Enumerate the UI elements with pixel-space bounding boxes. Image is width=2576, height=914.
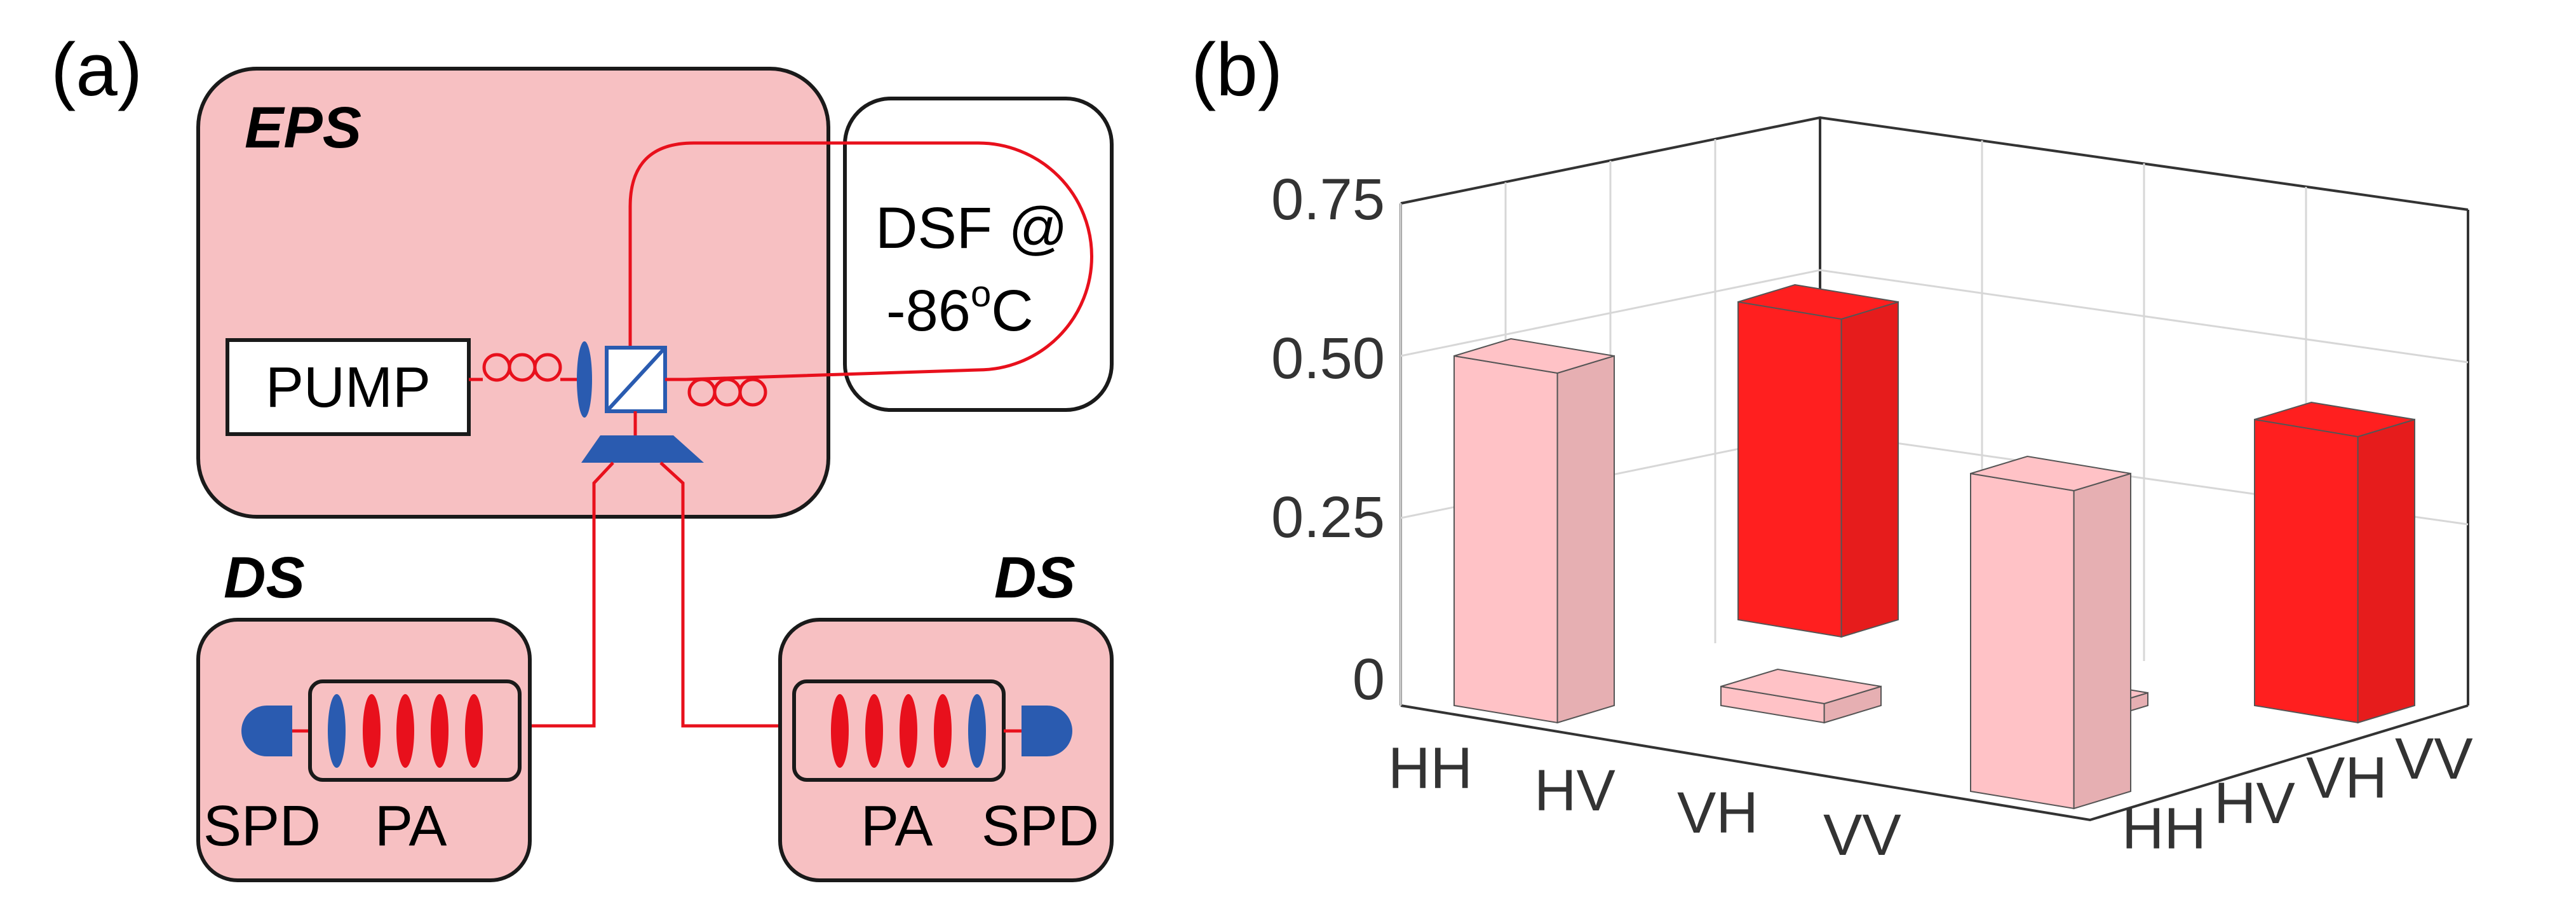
z-tick-label: 0.75 [1271,167,1385,232]
dsf-degree-sup: o [971,273,991,315]
ds-left: SPD PA [196,618,532,882]
pa-left-red-element [363,694,381,768]
bar-side-face [1556,355,1615,724]
x-tick-label: HV [1534,758,1615,823]
spd-left-icon [241,706,292,756]
y-tick-label: HH [2122,796,2206,861]
bar-top-face [2254,401,2415,438]
bars-layer [1453,283,2415,810]
spd-right-icon [1022,706,1072,756]
bar-side-face [2357,418,2415,724]
fiber-loop [628,141,1093,381]
ds-right: PA SPD [778,618,1114,882]
x-tick-label: VV [1823,803,1901,868]
beam-splitter-icon [605,346,667,413]
dsf-temp-value: -86 [886,278,971,343]
bar-HH-VV [1737,283,1899,638]
pa-right-red-element [934,694,952,768]
pa-left-red-element [396,694,414,768]
bar-top-face [1970,455,2131,492]
x-tick-label: HH [1388,736,1473,801]
z-tick-label: 0 [1352,647,1385,712]
bar-front-face [2254,418,2359,724]
dsf-label-line1: DSF @ [875,196,1068,261]
bar-top-face [1720,668,1882,705]
output-fiber-coil [687,378,767,407]
bar-HH-HH [1453,338,1615,724]
ds-left-label: DS [224,545,305,610]
y-axis: HH HV VH VV [2122,726,2473,861]
lens-icon [577,341,592,418]
y-tick-label: VV [2395,726,2473,791]
y-tick-label: VH [2306,746,2387,810]
dsf-box [843,97,1114,412]
pa-left-red-element [431,694,448,768]
pa-left-label: PA [375,795,447,858]
x-tick-label: VH [1677,781,1758,845]
pump-label: PUMP [266,356,431,419]
pa-right-red-element [900,694,917,768]
z-axis: 0.75 0.50 0.25 0 [1271,167,1385,712]
fiber-to-right-ds [659,461,794,728]
dsf-temp-unit: C [991,278,1033,343]
bar-VV-HH [1970,455,2131,810]
pa-right-blue-element [968,694,986,768]
bar-front-face [1970,472,2075,810]
panel-a: (a) EPS DSF @ -86oC PUMP [51,28,1114,882]
panel-b-label: (b) [1191,28,1283,112]
bar-top-face [1737,283,1899,320]
demux-icon [581,435,704,463]
z-tick-label: 0.50 [1271,326,1385,391]
pa-right-red-element [831,694,849,768]
bar-VV-VV [2254,401,2415,724]
bar-top-face [1453,338,1615,374]
pa-left-red-element [465,694,483,768]
panel-a-label: (a) [51,28,142,112]
dsf-label-line2: -86oC [886,273,1034,343]
x-axis: HH HV VH VV [1388,736,1901,868]
bar-side-face [2073,472,2131,810]
bar-HV-HV [1720,668,1882,724]
bar-front-face [1453,355,1558,724]
spd-left-label: SPD [203,795,321,858]
ds-right-label: DS [994,545,1076,610]
y-tick-label: HV [2214,771,2295,836]
eps-label: EPS [245,95,361,160]
spd-right-label: SPD [981,795,1099,858]
bar-front-face [1737,301,1842,638]
pa-left-blue-element [328,694,346,768]
z-tick-label: 0.25 [1271,485,1385,550]
panel-b: (b) 0.75 0.50 0.25 0 [1191,28,2473,868]
pa-right-red-element [865,694,883,768]
bar-side-face [1840,301,1899,638]
pump-fiber-coil [482,353,562,382]
pump-box [226,338,471,436]
fiber-to-left-ds [521,461,614,728]
pa-right-label: PA [861,795,933,858]
